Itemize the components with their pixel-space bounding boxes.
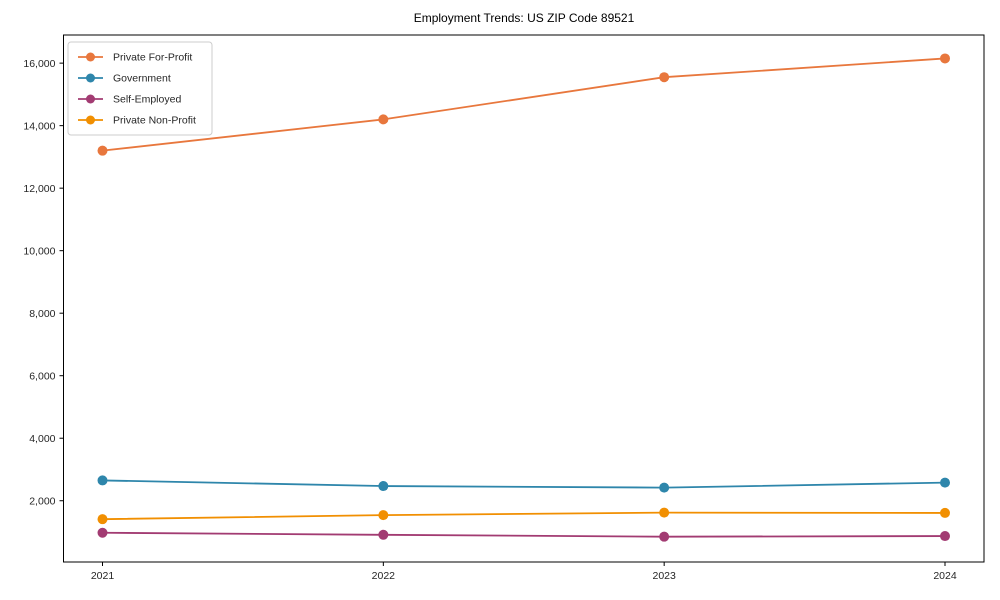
data-point-self-employed <box>940 531 950 542</box>
y-tick-label: 10,000 <box>23 245 55 257</box>
legend-marker-self-employed <box>86 94 95 104</box>
series-line-self-employed <box>102 531 946 538</box>
legend-label-private-for-profit: Private For-Profit <box>113 52 192 64</box>
y-tick-label: 6,000 <box>29 370 55 382</box>
x-tick-label: 2024 <box>933 570 957 582</box>
data-point-private-non-profit <box>940 507 950 518</box>
data-point-government <box>940 477 950 488</box>
data-point-government <box>378 481 389 492</box>
series-line-private-non-profit <box>102 511 946 521</box>
legend-marker-private-for-profit <box>86 52 95 62</box>
data-point-private-for-profit <box>659 72 670 83</box>
legend-label-private-non-profit: Private Non-Profit <box>113 115 196 127</box>
series-line-government <box>102 479 946 489</box>
legend-label-self-employed: Self-Employed <box>113 94 181 106</box>
y-tick-label: 8,000 <box>29 308 55 320</box>
legend-box <box>67 41 213 136</box>
data-point-private-non-profit <box>378 510 389 521</box>
legend-marker-private-non-profit <box>86 115 95 125</box>
legend-marker-government <box>86 73 95 83</box>
data-point-private-for-profit <box>378 114 389 125</box>
legend-label-government: Government <box>113 73 171 85</box>
data-point-private-for-profit <box>940 53 950 64</box>
x-tick-label: 2022 <box>372 570 396 582</box>
y-tick-label: 12,000 <box>23 183 55 195</box>
x-tick-label: 2021 <box>91 570 115 582</box>
data-point-self-employed <box>97 527 108 538</box>
chart-title: Employment Trends: US ZIP Code 89521 <box>413 11 635 25</box>
y-tick-label: 2,000 <box>29 495 55 507</box>
data-point-self-employed <box>659 531 670 542</box>
data-point-private-for-profit <box>97 145 108 156</box>
plot-area-border <box>63 34 985 563</box>
data-point-private-non-profit <box>97 514 108 525</box>
x-tick-label: 2023 <box>652 570 676 582</box>
series-line-private-for-profit <box>102 57 946 152</box>
y-tick-label: 4,000 <box>29 433 55 445</box>
data-point-self-employed <box>378 529 389 540</box>
y-tick-label: 14,000 <box>23 120 55 132</box>
data-point-government <box>97 475 108 486</box>
y-tick-label: 16,000 <box>23 58 55 70</box>
data-point-government <box>659 482 670 493</box>
data-point-private-non-profit <box>659 507 670 518</box>
